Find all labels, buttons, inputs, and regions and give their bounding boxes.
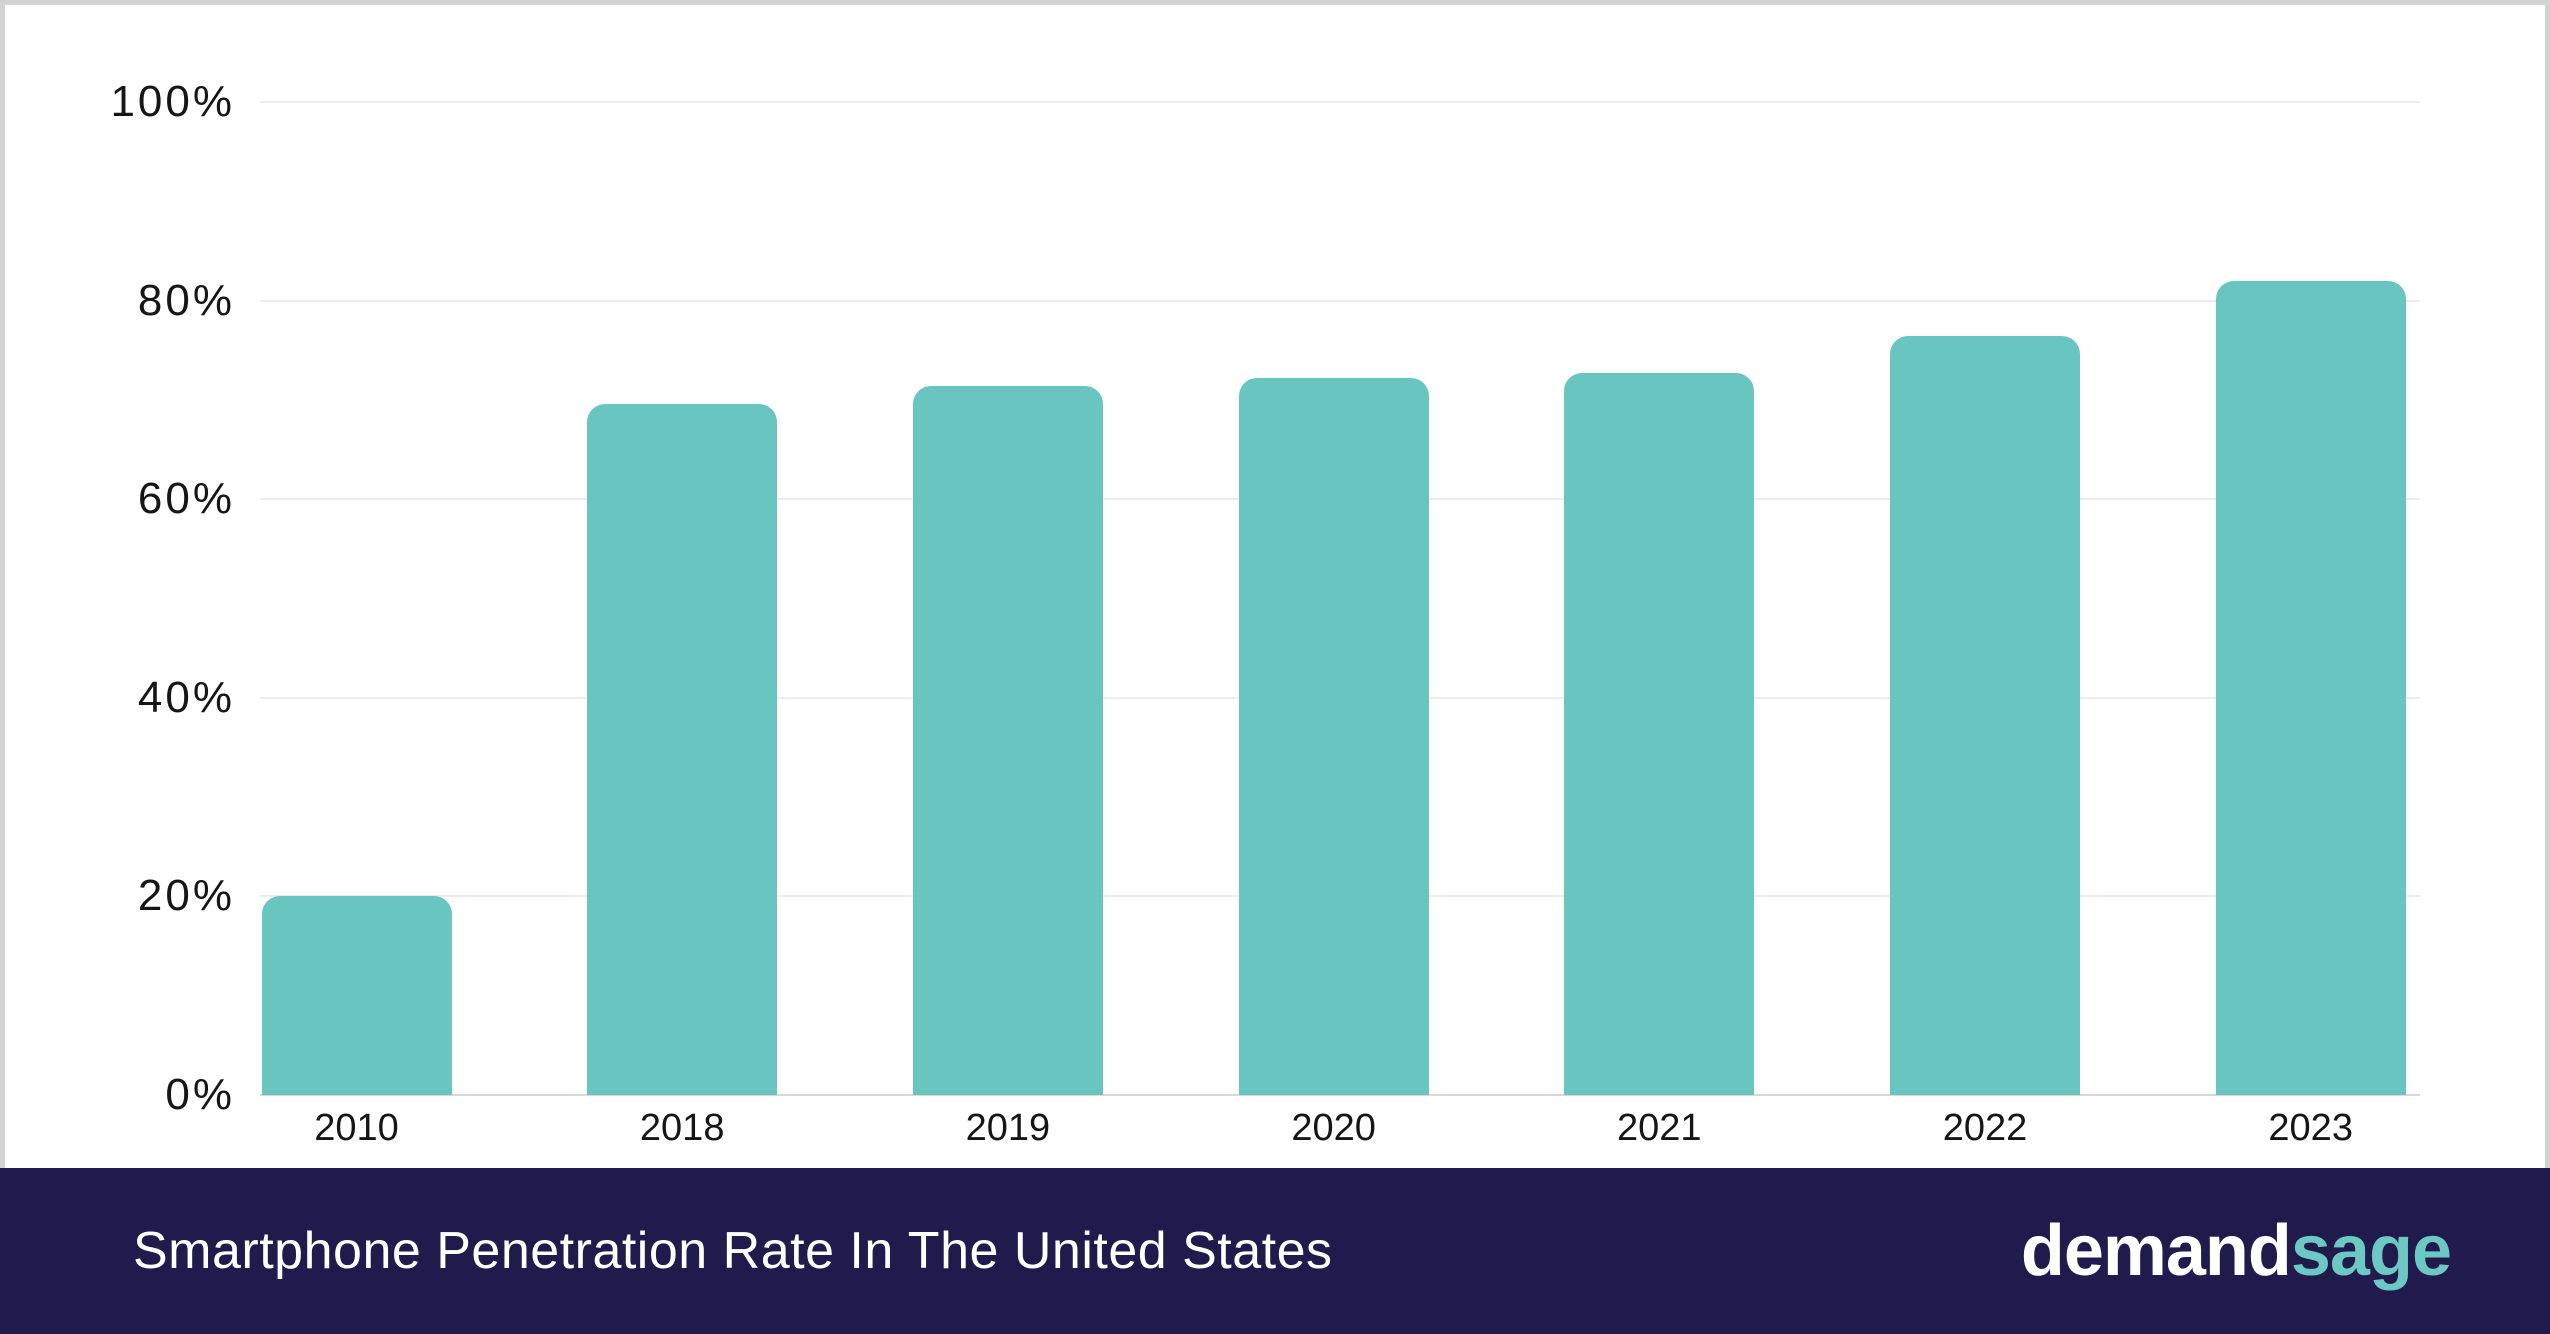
chart-title: Smartphone Penetration Rate In The Unite… — [133, 1222, 1333, 1280]
bar-2018 — [587, 403, 778, 1095]
x-axis-label-2022: 2022 — [1942, 1107, 2028, 1149]
x-axis-label-2018: 2018 — [639, 1107, 725, 1149]
x-axis-label-2019: 2019 — [965, 1107, 1051, 1149]
y-axis-tick-100pct: 100% — [110, 77, 235, 126]
brand-sage: sage — [2290, 1211, 2452, 1291]
x-axis-label-2010: 2010 — [314, 1107, 399, 1149]
y-axis-tick-20pct: 20% — [137, 871, 235, 921]
y-axis-tick-0pct: 0% — [165, 1070, 235, 1119]
gridline-80pct — [260, 299, 2420, 302]
bar-2020 — [1238, 378, 1429, 1095]
plot-area — [260, 101, 2420, 1096]
brand-logo: demandsage — [2020, 1210, 2452, 1292]
y-axis-tick-40pct: 40% — [137, 672, 235, 722]
chart-area: 0% 20% 40% 60% 80% 100% 2010 2018 2019 2020 2021 2… — [0, 0, 2550, 1168]
x-axis-label-2021: 2021 — [1617, 1107, 1702, 1149]
bar-2022 — [1890, 336, 2080, 1095]
y-axis-tick-80pct: 80% — [137, 275, 235, 325]
bar-2021 — [1564, 373, 1755, 1095]
footer-banner: Smartphone Penetration Rate In The Unite… — [0, 1168, 2550, 1334]
bar-2010 — [261, 896, 452, 1095]
bar-2019 — [912, 386, 1103, 1095]
brand-demand: demand — [2020, 1211, 2292, 1291]
x-axis-label-2023: 2023 — [2268, 1107, 2353, 1149]
x-axis-label-2020: 2020 — [1291, 1107, 1376, 1149]
gridline-100pct — [260, 101, 2420, 103]
y-axis-tick-60pct: 60% — [137, 474, 235, 524]
bar-2023 — [2215, 280, 2406, 1095]
gridline-0pct — [260, 1094, 2420, 1096]
